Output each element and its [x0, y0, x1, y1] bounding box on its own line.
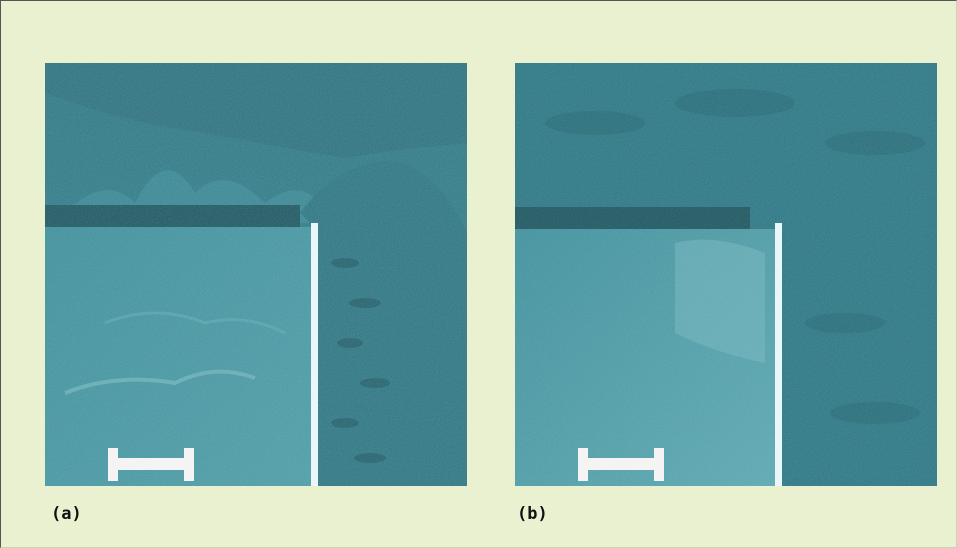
micrograph-b	[515, 63, 937, 486]
panel-label: (b)	[517, 504, 548, 524]
micrograph-a	[45, 63, 467, 486]
figure: (a) (b)	[0, 0, 957, 548]
panel-label: (a)	[51, 504, 82, 524]
